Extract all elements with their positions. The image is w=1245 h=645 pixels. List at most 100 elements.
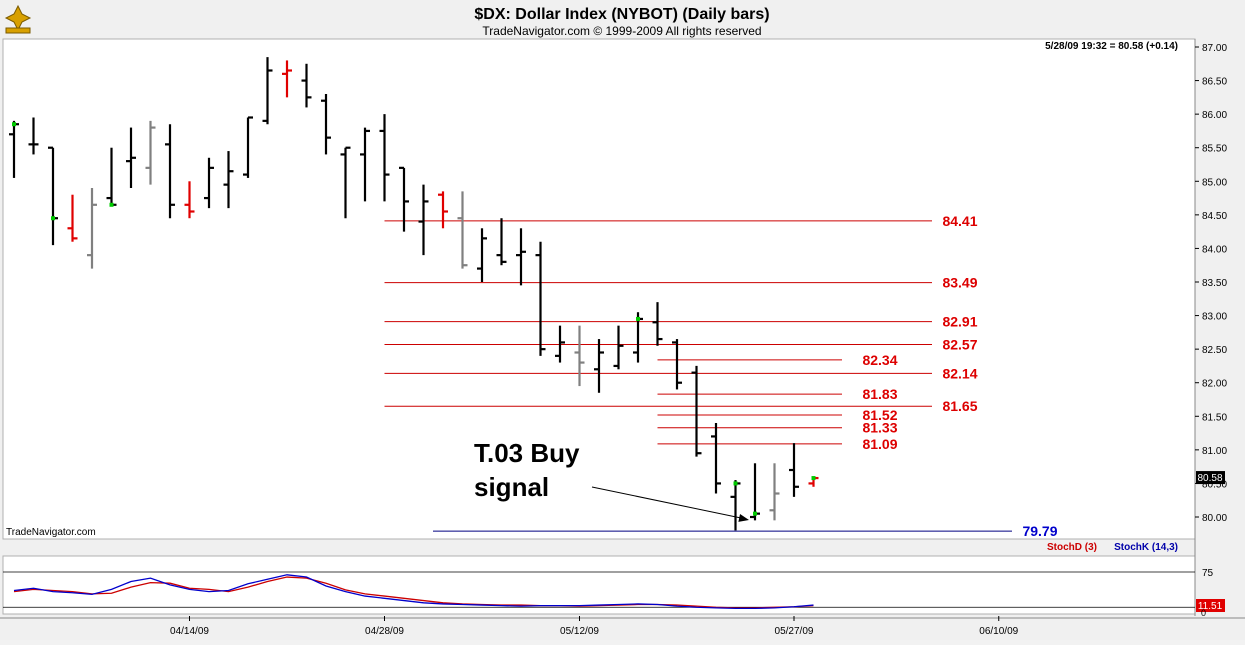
- ohlc-bar[interactable]: [418, 184, 429, 256]
- ohlc-bar[interactable]: [496, 218, 507, 266]
- stoch-k-line: [13, 574, 814, 610]
- ohlc-bar[interactable]: [672, 339, 682, 390]
- y-tick-label: 84.00: [1202, 244, 1227, 255]
- ohlc-bar[interactable]: [48, 146, 58, 246]
- bar-marker-icon: [811, 476, 816, 481]
- y-tick-label: 82.00: [1202, 379, 1227, 390]
- ohlc-bar[interactable]: [574, 325, 585, 387]
- signal-annotation-line2: signal: [474, 472, 549, 502]
- price-panel[interactable]: [2, 38, 1196, 540]
- stoch-zero-tick: 0: [1201, 608, 1206, 618]
- ohlc-bar[interactable]: [516, 228, 526, 286]
- stoch-panel[interactable]: [2, 555, 1196, 615]
- bar-marker-icon: [636, 316, 640, 321]
- ohlc-bar[interactable]: [223, 151, 234, 209]
- level-label: 84.41: [942, 213, 977, 229]
- ohlc-bar[interactable]: [594, 339, 604, 393]
- level-label: 81.09: [862, 436, 897, 452]
- y-tick-label: 85.00: [1202, 177, 1227, 188]
- ohlc-bar[interactable]: [28, 117, 39, 155]
- bar-marker-icon: [753, 511, 757, 516]
- y-tick-label: 80.50: [1202, 479, 1227, 490]
- ohlc-bar[interactable]: [282, 60, 292, 98]
- stoch-d-legend: StochD (3): [1047, 542, 1097, 553]
- level-label: 81.65: [942, 398, 977, 414]
- x-tick-label: 04/14/09: [170, 626, 209, 637]
- bar-marker-icon: [733, 481, 738, 486]
- support-label: 79.79: [1022, 523, 1057, 539]
- trade-navigator-logo-icon: [4, 4, 32, 34]
- stoch-tick-label: 75: [1202, 568, 1214, 579]
- y-tick-label: 80.00: [1202, 513, 1227, 524]
- ohlc-bar[interactable]: [750, 463, 760, 521]
- ohlc-bar[interactable]: [126, 127, 136, 188]
- ohlc-bar[interactable]: [204, 157, 214, 209]
- ohlc-bar[interactable]: [769, 463, 780, 521]
- watermark: TradeNavigator.com: [6, 527, 96, 538]
- last-price-tag-box: [1196, 471, 1225, 485]
- level-label: 82.91: [942, 314, 977, 330]
- ohlc-bar[interactable]: [301, 63, 312, 108]
- ohlc-bar[interactable]: [633, 312, 643, 363]
- signal-arrowhead-icon: [738, 514, 749, 522]
- ohlc-bar[interactable]: [691, 365, 702, 457]
- y-tick-label: 85.50: [1202, 144, 1227, 155]
- ohlc-bar[interactable]: [555, 325, 565, 363]
- ohlc-bar[interactable]: [165, 124, 175, 219]
- ohlc-bar[interactable]: [457, 191, 468, 269]
- y-tick-label: 87.00: [1202, 43, 1227, 54]
- ohlc-bar[interactable]: [652, 302, 663, 346]
- ohlc-bar[interactable]: [9, 120, 19, 178]
- y-tick-label: 81.50: [1202, 412, 1227, 423]
- ohlc-bar[interactable]: [321, 94, 331, 155]
- ohlc-bar[interactable]: [399, 166, 409, 232]
- stoch-last-tag-box: [1196, 599, 1225, 612]
- y-tick-label: 84.50: [1202, 211, 1227, 222]
- y-tick-label: 86.50: [1202, 77, 1227, 88]
- ohlc-bar[interactable]: [340, 146, 351, 219]
- ohlc-bar[interactable]: [730, 480, 741, 531]
- y-tick-label: 83.00: [1202, 312, 1227, 323]
- level-label: 83.49: [942, 275, 977, 291]
- stoch-d-line: [13, 576, 814, 609]
- ohlc-bar[interactable]: [145, 120, 156, 185]
- ohlc-bar[interactable]: [379, 114, 390, 202]
- quote-readout: 5/28/09 19:32 = 80.58 (+0.14): [1045, 41, 1178, 52]
- ohlc-bar[interactable]: [789, 443, 799, 497]
- y-tick-label: 82.50: [1202, 345, 1227, 356]
- ohlc-bar[interactable]: [360, 127, 370, 202]
- ohlc-bar[interactable]: [535, 241, 546, 356]
- y-tick-label: 83.50: [1202, 278, 1227, 289]
- x-tick-label: 04/28/09: [365, 626, 404, 637]
- signal-annotation-line1: T.03 Buy: [474, 438, 580, 468]
- level-label: 81.83: [862, 386, 897, 402]
- x-tick-label: 05/27/09: [775, 626, 814, 637]
- bar-marker-icon: [51, 216, 55, 221]
- ohlc-bar[interactable]: [106, 147, 117, 207]
- x-tick-label: 05/12/09: [560, 626, 599, 637]
- level-label: 81.33: [862, 420, 897, 436]
- ohlc-bar[interactable]: [67, 194, 78, 242]
- ohlc-bar[interactable]: [184, 181, 195, 219]
- y-tick-label: 81.00: [1202, 446, 1227, 457]
- ohlc-bar[interactable]: [711, 423, 721, 494]
- level-label: 82.14: [942, 365, 977, 381]
- ohlc-bar[interactable]: [477, 228, 487, 282]
- last-price-tag: 80.58: [1197, 473, 1222, 484]
- ohlc-bar[interactable]: [262, 57, 273, 125]
- chart-title: $DX: Dollar Index (NYBOT) (Daily bars): [474, 6, 769, 23]
- x-tick-label: 06/10/09: [979, 626, 1018, 637]
- stoch-last-tag: 11.51: [1198, 601, 1223, 612]
- level-label: 81.52: [862, 407, 897, 423]
- ohlc-bar[interactable]: [243, 116, 253, 178]
- bar-marker-icon: [12, 122, 16, 127]
- level-label: 82.34: [862, 352, 897, 368]
- copyright-text: TradeNavigator.com © 1999-2009 All right…: [482, 24, 761, 38]
- ohlc-bar[interactable]: [87, 188, 97, 269]
- y-tick-label: 86.00: [1202, 110, 1227, 121]
- ohlc-bar[interactable]: [438, 191, 448, 229]
- ohlc-bar[interactable]: [808, 476, 819, 487]
- signal-arrow: [591, 486, 742, 519]
- ohlc-bar[interactable]: [613, 325, 624, 370]
